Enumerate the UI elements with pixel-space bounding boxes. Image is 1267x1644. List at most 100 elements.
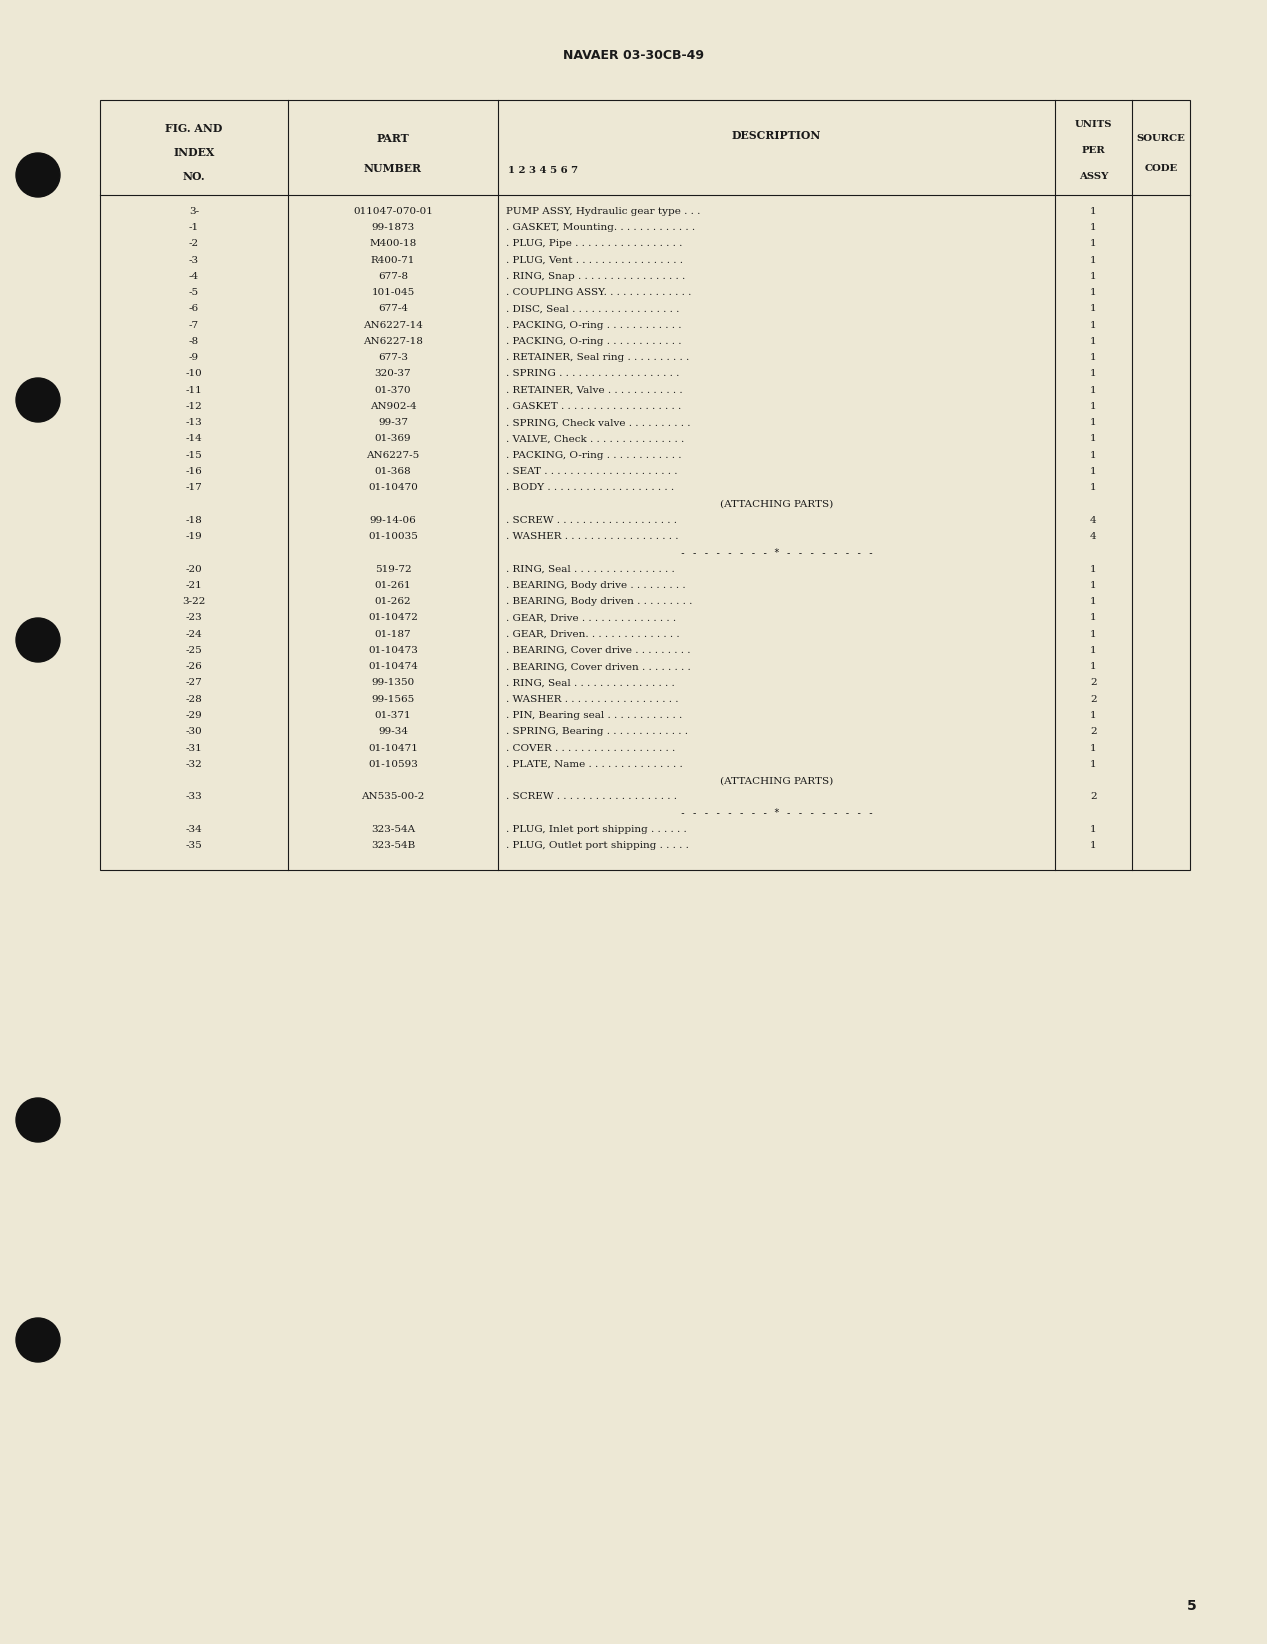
Text: . RETAINER, Valve . . . . . . . . . . . .: . RETAINER, Valve . . . . . . . . . . . … — [506, 386, 683, 395]
Text: PART: PART — [376, 133, 409, 143]
Text: . GEAR, Drive . . . . . . . . . . . . . . .: . GEAR, Drive . . . . . . . . . . . . . … — [506, 613, 677, 623]
Text: -27: -27 — [186, 679, 203, 687]
Text: 1 2 3 4 5 6 7: 1 2 3 4 5 6 7 — [508, 166, 578, 174]
Text: 1: 1 — [1090, 304, 1097, 314]
Text: -20: -20 — [186, 564, 203, 574]
Text: -21: -21 — [186, 580, 203, 590]
Text: 01-370: 01-370 — [375, 386, 412, 395]
Text: 323-54B: 323-54B — [371, 842, 416, 850]
Text: -28: -28 — [186, 695, 203, 704]
Text: 677-3: 677-3 — [378, 353, 408, 362]
Text: 1: 1 — [1090, 288, 1097, 298]
Text: FIG. AND: FIG. AND — [165, 123, 223, 133]
Text: INDEX: INDEX — [174, 146, 214, 158]
Text: -5: -5 — [189, 288, 199, 298]
Circle shape — [16, 1318, 60, 1361]
Circle shape — [16, 378, 60, 423]
Text: -2: -2 — [189, 240, 199, 248]
Text: 01-10035: 01-10035 — [367, 533, 418, 541]
Text: 519-72: 519-72 — [375, 564, 412, 574]
Text: 01-369: 01-369 — [375, 434, 412, 444]
Text: 01-368: 01-368 — [375, 467, 412, 477]
Text: 01-10470: 01-10470 — [367, 483, 418, 492]
Text: ASSY: ASSY — [1078, 171, 1109, 181]
Text: 1: 1 — [1090, 370, 1097, 378]
Text: 4: 4 — [1090, 516, 1097, 524]
Text: -30: -30 — [186, 727, 203, 737]
Text: 2: 2 — [1090, 695, 1097, 704]
Text: 1: 1 — [1090, 760, 1097, 769]
Text: . SEAT . . . . . . . . . . . . . . . . . . . . .: . SEAT . . . . . . . . . . . . . . . . .… — [506, 467, 678, 477]
Text: 2: 2 — [1090, 679, 1097, 687]
Text: 1: 1 — [1090, 710, 1097, 720]
Text: . BEARING, Cover drive . . . . . . . . .: . BEARING, Cover drive . . . . . . . . . — [506, 646, 691, 654]
Text: . PACKING, O-ring . . . . . . . . . . . .: . PACKING, O-ring . . . . . . . . . . . … — [506, 337, 682, 345]
Text: -3: -3 — [189, 255, 199, 265]
Text: R400-71: R400-71 — [371, 255, 416, 265]
Text: AN6227-14: AN6227-14 — [364, 321, 423, 329]
Text: . PLUG, Pipe . . . . . . . . . . . . . . . . .: . PLUG, Pipe . . . . . . . . . . . . . .… — [506, 240, 683, 248]
Text: -32: -32 — [186, 760, 203, 769]
Text: - - - - - - - - * - - - - - - - -: - - - - - - - - * - - - - - - - - — [679, 809, 873, 819]
Text: . DISC, Seal . . . . . . . . . . . . . . . . .: . DISC, Seal . . . . . . . . . . . . . .… — [506, 304, 679, 314]
Text: . BEARING, Cover driven . . . . . . . .: . BEARING, Cover driven . . . . . . . . — [506, 663, 691, 671]
Text: 01-371: 01-371 — [375, 710, 412, 720]
Text: . GEAR, Driven. . . . . . . . . . . . . . .: . GEAR, Driven. . . . . . . . . . . . . … — [506, 630, 679, 638]
Text: 99-1565: 99-1565 — [371, 695, 414, 704]
Text: 1: 1 — [1090, 224, 1097, 232]
Text: 3-: 3- — [189, 207, 199, 215]
Text: 01-187: 01-187 — [375, 630, 412, 638]
Text: -18: -18 — [186, 516, 203, 524]
Text: . COVER . . . . . . . . . . . . . . . . . . .: . COVER . . . . . . . . . . . . . . . . … — [506, 743, 675, 753]
Text: . PLUG, Inlet port shipping . . . . . .: . PLUG, Inlet port shipping . . . . . . — [506, 825, 687, 834]
Text: SOURCE: SOURCE — [1136, 133, 1186, 143]
Text: 4: 4 — [1090, 533, 1097, 541]
Text: -24: -24 — [186, 630, 203, 638]
Text: . GASKET . . . . . . . . . . . . . . . . . . .: . GASKET . . . . . . . . . . . . . . . .… — [506, 401, 682, 411]
Text: 01-10471: 01-10471 — [367, 743, 418, 753]
Text: (ATTACHING PARTS): (ATTACHING PARTS) — [720, 500, 834, 508]
Text: 2: 2 — [1090, 792, 1097, 801]
Text: M400-18: M400-18 — [370, 240, 417, 248]
Text: . BEARING, Body driven . . . . . . . . .: . BEARING, Body driven . . . . . . . . . — [506, 597, 692, 607]
Text: 01-10472: 01-10472 — [367, 613, 418, 623]
Text: -15: -15 — [186, 450, 203, 460]
Text: -6: -6 — [189, 304, 199, 314]
Text: . PLATE, Name . . . . . . . . . . . . . . .: . PLATE, Name . . . . . . . . . . . . . … — [506, 760, 683, 769]
Text: . PLUG, Outlet port shipping . . . . .: . PLUG, Outlet port shipping . . . . . — [506, 842, 689, 850]
Text: 1: 1 — [1090, 353, 1097, 362]
Text: AN6227-5: AN6227-5 — [366, 450, 419, 460]
Text: 1: 1 — [1090, 743, 1097, 753]
Text: AN535-00-2: AN535-00-2 — [361, 792, 424, 801]
Text: 1: 1 — [1090, 825, 1097, 834]
Text: -25: -25 — [186, 646, 203, 654]
Text: . COUPLING ASSY. . . . . . . . . . . . . .: . COUPLING ASSY. . . . . . . . . . . . .… — [506, 288, 692, 298]
Text: -4: -4 — [189, 271, 199, 281]
Text: 1: 1 — [1090, 580, 1097, 590]
Text: 99-1350: 99-1350 — [371, 679, 414, 687]
Text: NO.: NO. — [182, 171, 205, 181]
Text: NAVAER 03-30CB-49: NAVAER 03-30CB-49 — [563, 49, 704, 61]
Text: 1: 1 — [1090, 613, 1097, 623]
Text: 1: 1 — [1090, 207, 1097, 215]
Text: . RING, Snap . . . . . . . . . . . . . . . . .: . RING, Snap . . . . . . . . . . . . . .… — [506, 271, 685, 281]
Text: 5: 5 — [1187, 1600, 1197, 1613]
Text: 01-10473: 01-10473 — [367, 646, 418, 654]
Text: AN902-4: AN902-4 — [370, 401, 417, 411]
Text: -13: -13 — [186, 418, 203, 427]
Text: 99-14-06: 99-14-06 — [370, 516, 417, 524]
Text: NUMBER: NUMBER — [364, 163, 422, 174]
Text: 320-37: 320-37 — [375, 370, 412, 378]
Text: -1: -1 — [189, 224, 199, 232]
Text: 1: 1 — [1090, 467, 1097, 477]
Text: 1: 1 — [1090, 434, 1097, 444]
Text: 1: 1 — [1090, 255, 1097, 265]
Text: 323-54A: 323-54A — [371, 825, 416, 834]
Text: 1: 1 — [1090, 401, 1097, 411]
Text: -12: -12 — [186, 401, 203, 411]
Text: 101-045: 101-045 — [371, 288, 414, 298]
Text: 1: 1 — [1090, 646, 1097, 654]
Text: 1: 1 — [1090, 483, 1097, 492]
Text: 99-34: 99-34 — [378, 727, 408, 737]
Text: -10: -10 — [186, 370, 203, 378]
